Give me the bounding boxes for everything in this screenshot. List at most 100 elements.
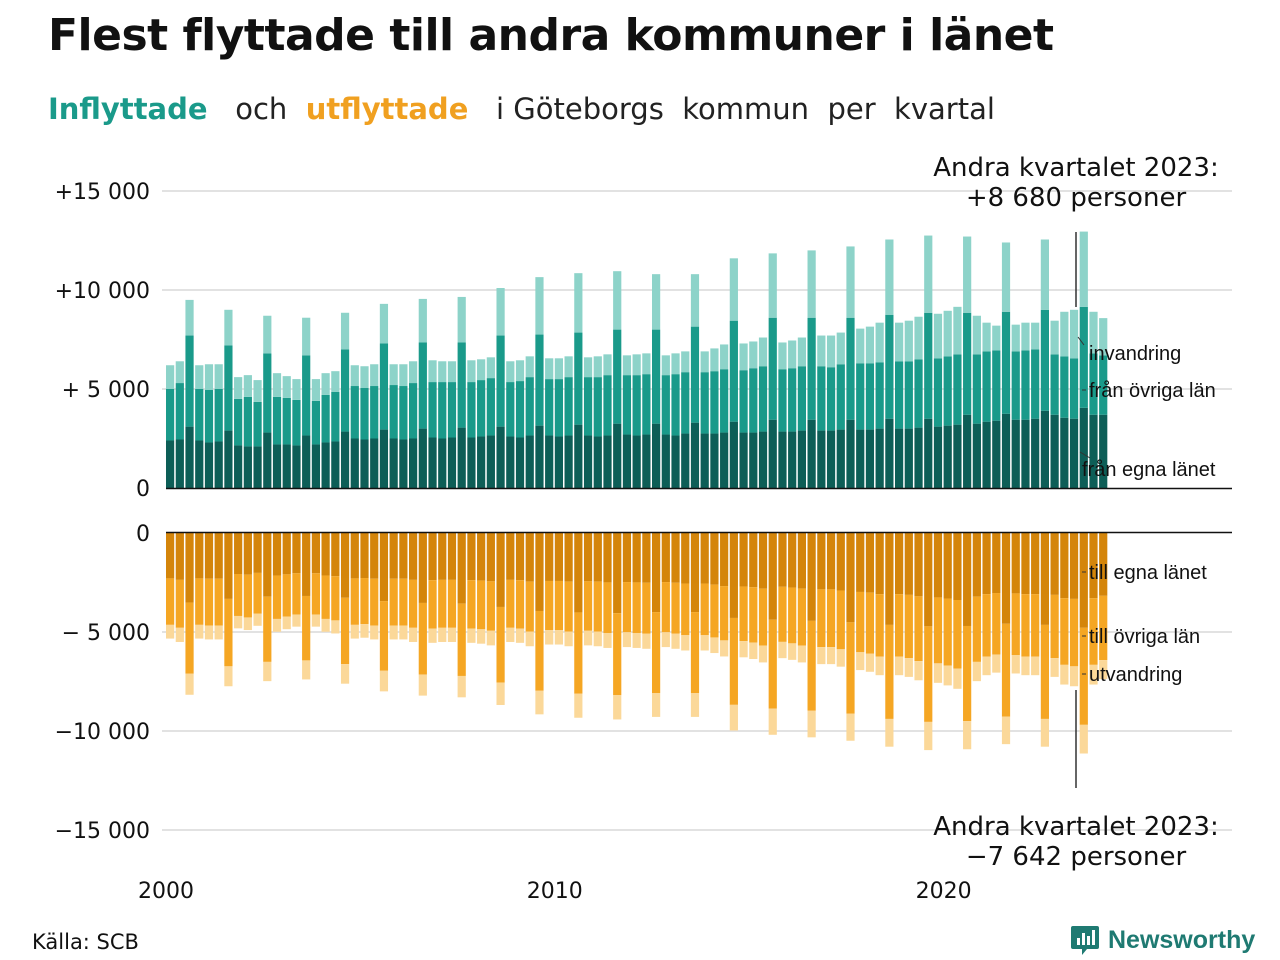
bar-in-other-county [263, 353, 272, 433]
bar-in-immigration [224, 309, 233, 346]
bar-in-immigration [370, 364, 379, 387]
bar-out-own-county [185, 533, 194, 603]
bar-in-other-county [418, 342, 427, 429]
bar-out-other-county [457, 603, 466, 676]
bar-in-other-county [340, 349, 350, 432]
bar-in-own-county [234, 445, 243, 488]
bar-in-own-county [992, 420, 1001, 488]
bar-in-own-county [496, 426, 505, 488]
bar-out-own-county [642, 533, 651, 583]
bar-out-emigration [331, 620, 340, 634]
subtitle-och: och [235, 92, 288, 126]
bar-in-immigration [399, 364, 408, 387]
bar-in-immigration [963, 236, 972, 313]
bar-in-immigration [739, 343, 748, 371]
bar-in-immigration [457, 296, 466, 343]
bar-in-immigration [943, 310, 952, 357]
bar-in-immigration [661, 355, 670, 376]
bar-in-other-county [272, 396, 282, 445]
y-tick-label: + 5 000 [62, 378, 150, 403]
bar-in-immigration [282, 376, 291, 398]
bar-out-emigration [486, 630, 495, 646]
bar-in-immigration [933, 313, 943, 359]
bar-in-own-county [632, 435, 641, 488]
bar-in-own-county [438, 438, 447, 488]
bar-out-emigration [554, 630, 563, 645]
bar-out-other-county [1011, 593, 1020, 656]
bar-out-other-county [1089, 598, 1098, 665]
bar-out-own-county [1050, 533, 1059, 595]
bar-in-own-county [681, 433, 690, 488]
bar-out-other-county [447, 579, 457, 628]
x-tick-label: 2000 [138, 879, 194, 904]
bar-in-immigration [992, 325, 1001, 351]
bar-out-emigration [749, 642, 758, 660]
bar-out-other-county [652, 612, 661, 694]
bar-in-other-county [613, 329, 622, 424]
bar-out-other-county [263, 596, 272, 662]
bar-in-other-county [797, 366, 806, 431]
bar-in-other-county [632, 375, 641, 436]
bar-in-own-county [836, 429, 845, 488]
bar-out-own-county [856, 533, 865, 592]
bar-in-immigration [885, 239, 894, 315]
bar-in-other-county [224, 345, 233, 431]
bar-in-own-county [574, 424, 583, 488]
bar-in-own-county [370, 438, 379, 488]
bar-in-other-county [622, 375, 632, 435]
bar-out-own-county [214, 533, 223, 579]
bar-out-own-county [622, 533, 632, 583]
bar-out-own-county [846, 533, 855, 623]
bar-out-own-county [1069, 533, 1079, 599]
bar-out-other-county [438, 579, 447, 628]
bar-in-other-county [195, 389, 204, 441]
bar-out-own-county [953, 533, 962, 601]
bar-in-other-county [243, 396, 252, 447]
bar-out-own-county [195, 533, 204, 579]
bar-out-own-county [438, 533, 447, 580]
bar-out-emigration [642, 633, 651, 649]
y-tick-label: 0 [136, 522, 150, 547]
bar-in-other-county [506, 382, 515, 437]
bar-in-own-county [933, 426, 943, 488]
bar-in-other-county [1021, 350, 1030, 420]
bar-in-own-county [311, 444, 320, 488]
bar-in-other-county [331, 391, 340, 442]
bar-out-other-county [302, 595, 311, 661]
x-tick-label: 2020 [916, 879, 972, 904]
bar-out-emigration [739, 641, 748, 658]
bar-out-own-county [681, 533, 690, 584]
annotation-inflow-line2: +8 680 personer [966, 183, 1187, 213]
bar-in-own-county [593, 436, 602, 488]
bar-in-immigration [1031, 322, 1040, 350]
bar-out-emigration [1050, 658, 1059, 677]
bar-in-immigration [914, 316, 923, 360]
bar-in-immigration [311, 379, 320, 401]
bar-out-own-county [506, 533, 515, 580]
bar-in-other-county [817, 366, 826, 431]
bar-out-emigration [953, 668, 962, 689]
bar-in-own-county [904, 428, 913, 488]
bar-in-own-county [166, 440, 175, 488]
bar-out-emigration [263, 661, 272, 682]
bar-out-own-county [535, 533, 544, 611]
bar-in-own-county [603, 435, 612, 488]
bar-out-emigration [700, 635, 709, 651]
bar-out-emigration [496, 682, 505, 705]
bar-out-emigration [1089, 664, 1098, 685]
bar-in-other-county [729, 320, 738, 422]
bar-in-own-county [535, 425, 544, 488]
bar-in-own-county [477, 436, 486, 488]
bar-in-immigration [253, 380, 262, 402]
bar-out-other-county [272, 575, 282, 619]
bar-out-emigration [652, 693, 661, 717]
bar-in-other-county [758, 366, 768, 432]
bar-in-other-county [234, 398, 243, 446]
bar-in-own-county [185, 426, 194, 488]
bar-out-other-county [1031, 594, 1040, 657]
bar-out-other-county [963, 625, 972, 722]
bar-out-own-county [904, 533, 913, 595]
bar-in-other-county [253, 401, 262, 447]
bar-out-emigration [428, 628, 437, 643]
